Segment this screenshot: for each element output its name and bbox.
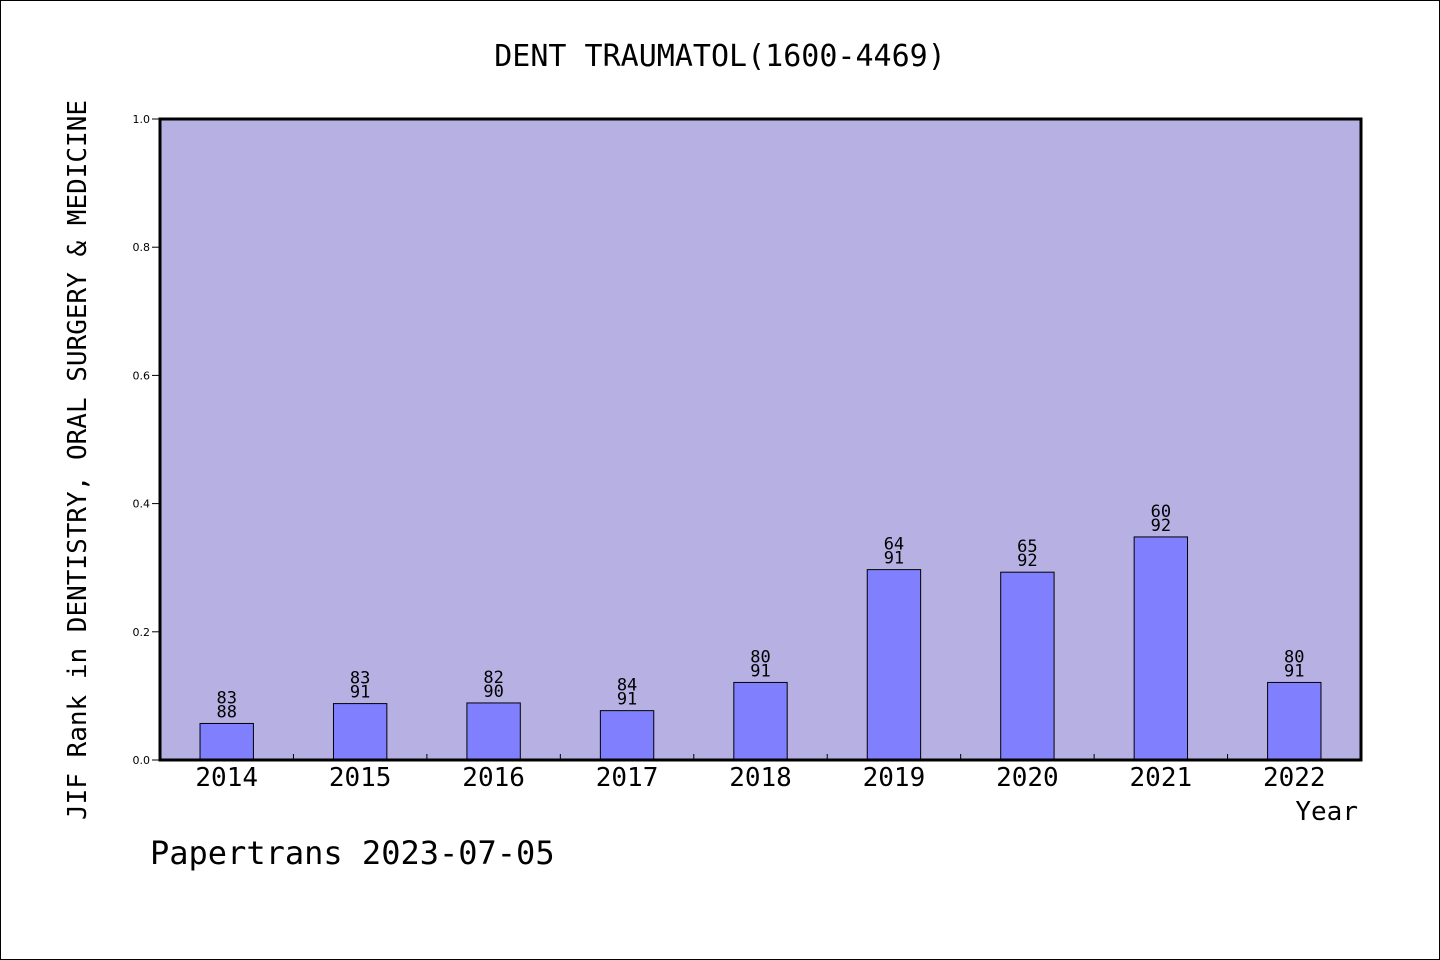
bar-2021 [1133, 536, 1189, 761]
bar-total-label-2021: 92 [1151, 516, 1171, 536]
bar-rank-label-2017: 84 [617, 676, 637, 696]
bar-2017 [599, 710, 655, 761]
plot-border [158, 117, 1363, 762]
chart-title: DENT TRAUMATOL(1600-4469) [494, 39, 946, 74]
y-tick-label: 1.0 [133, 113, 151, 126]
x-tick-label-2014: 2014 [195, 763, 258, 793]
y-axis-label: JIF Rank in DENTISTRY, ORAL SURGERY & ME… [63, 100, 93, 820]
x-tick-label-2018: 2018 [729, 763, 792, 793]
y-tick-label: 0.4 [133, 498, 151, 511]
bar-2020 [1000, 571, 1055, 761]
bar-rank-label-2014: 83 [216, 688, 236, 708]
y-tick-label: 0.8 [133, 241, 151, 254]
y-tick-label: 0.0 [133, 754, 151, 767]
bar-rank-label-2018: 80 [750, 647, 770, 667]
x-axis-label: Year [1295, 797, 1358, 827]
x-tick-label-2016: 2016 [462, 763, 525, 793]
bar-2014 [199, 722, 254, 761]
x-tick-label-2015: 2015 [329, 763, 392, 793]
bar-total-label-2020: 92 [1017, 551, 1037, 571]
bar-total-label-2017: 91 [617, 690, 637, 710]
y-tick-label: 0.6 [133, 369, 151, 382]
bar-2018 [733, 681, 788, 761]
x-tick-label-2020: 2020 [996, 763, 1059, 793]
x-tick-label-2021: 2021 [1130, 763, 1193, 793]
bar-2019 [866, 569, 922, 761]
x-tick-label-2019: 2019 [863, 763, 926, 793]
bar-rank-label-2021: 60 [1151, 502, 1171, 522]
y-ticks-group: 0.0 0.2 0.4 0.6 0.8 1.0 [133, 113, 160, 767]
x-tick-label-2017: 2017 [596, 763, 659, 793]
bar-rank-label-2015: 83 [350, 669, 370, 689]
x-ticks-group: 2014 2015 2016 2017 2018 2019 2020 2021 2022 [195, 754, 1326, 793]
x-tick-label-2022: 2022 [1263, 763, 1326, 793]
bar-2016 [466, 702, 521, 761]
bar-rank-label-2022: 80 [1284, 647, 1304, 667]
bar-total-label-2015: 91 [350, 683, 370, 703]
bar-rank-label-2020: 65 [1017, 537, 1037, 557]
bar-rank-label-2016: 82 [483, 668, 503, 688]
bar-2022 [1267, 681, 1322, 761]
footer-text: Papertrans 2023-07-05 [150, 834, 555, 872]
bar-total-label-2016: 90 [483, 682, 503, 702]
bar-total-label-2014: 88 [216, 702, 236, 722]
bar-total-label-2022: 91 [1284, 661, 1304, 681]
bar-total-label-2019: 91 [884, 549, 904, 569]
bar-rank-label-2019: 64 [884, 535, 904, 555]
y-tick-label: 0.2 [133, 626, 151, 639]
bars-group [199, 536, 1322, 761]
bar-total-label-2018: 91 [750, 661, 770, 681]
bar-2015 [332, 703, 388, 761]
